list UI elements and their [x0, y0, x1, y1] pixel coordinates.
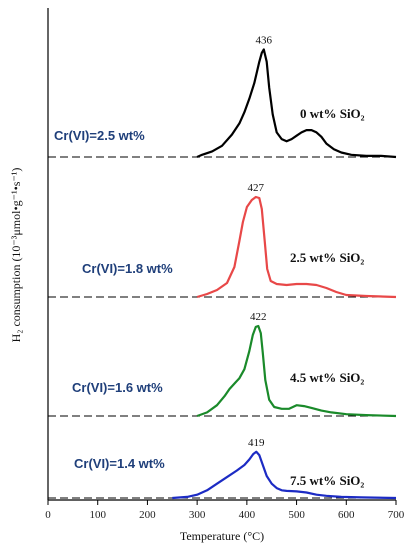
- sio2-label: 7.5 wt% SiO₂: [290, 473, 364, 488]
- series-curve: [196, 48, 397, 159]
- x-tick-label: 0: [45, 509, 51, 521]
- x-tick-label: 600: [338, 509, 355, 521]
- panel-2: 427 Cr(VI)=1.8 wt% 2.5 wt% SiO₂: [48, 182, 397, 299]
- peak-label: 427: [248, 182, 265, 194]
- x-tick-label: 300: [189, 509, 206, 521]
- panel-4: 419 Cr(VI)=1.4 wt% 7.5 wt% SiO₂: [48, 437, 397, 500]
- panel-3: 422 Cr(VI)=1.6 wt% 4.5 wt% SiO₂: [48, 311, 397, 418]
- peak-label: 419: [248, 437, 265, 449]
- x-tick-label: 400: [239, 509, 256, 521]
- x-tick-label: 200: [139, 509, 156, 521]
- x-axis-title: Temperature (°C): [180, 529, 264, 543]
- chart-panels: 436 Cr(VI)=2.5 wt% 0 wt% SiO₂ 427 Cr(VI)=1.8…: [48, 34, 397, 500]
- cr-label: Cr(VI)=1.8 wt%: [82, 261, 173, 276]
- sio2-label: 0 wt% SiO₂: [300, 106, 365, 121]
- cr-label: Cr(VI)=1.4 wt%: [74, 456, 165, 471]
- cr-label: Cr(VI)=1.6 wt%: [72, 380, 163, 395]
- panel-1: 436 Cr(VI)=2.5 wt% 0 wt% SiO₂: [48, 34, 397, 159]
- series-curve: [196, 195, 397, 299]
- chart-axes: [47, 8, 396, 501]
- x-tick-label: 700: [388, 509, 405, 521]
- x-ticks: 0 100 200 300 400 500 600 700: [45, 500, 405, 521]
- series-curve: [172, 450, 397, 500]
- peak-label: 436: [256, 34, 273, 46]
- x-tick-label: 500: [288, 509, 305, 521]
- cr-label: Cr(VI)=2.5 wt%: [54, 128, 145, 143]
- sio2-label: 4.5 wt% SiO₂: [290, 370, 364, 385]
- x-tick-label: 100: [89, 509, 106, 521]
- y-axis-title: H₂ consumption (10⁻³μmol•g⁻¹•s⁻¹): [9, 168, 23, 343]
- peak-label: 422: [250, 311, 267, 323]
- series-curve: [196, 324, 397, 418]
- sio2-label: 2.5 wt% SiO₂: [290, 250, 364, 265]
